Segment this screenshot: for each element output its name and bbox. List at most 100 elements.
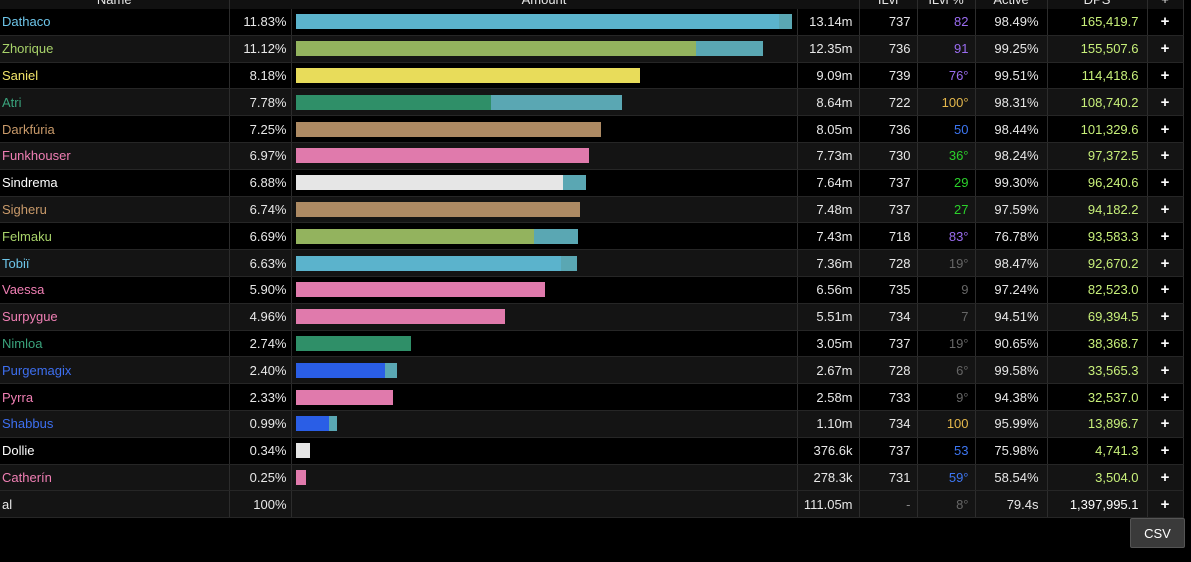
damage-bar-pet-segment — [384, 362, 397, 378]
dps-value: 94,182.2 — [1047, 196, 1148, 224]
table-row[interactable]: Saniel 8.18% 9.09m 739 76° 99.51% 114,418.6 + — [0, 62, 1184, 90]
expand-plus-icon[interactable]: + — [1147, 9, 1184, 36]
player-name[interactable]: Dathaco — [0, 9, 230, 36]
player-name[interactable]: Shabbus — [0, 410, 230, 438]
plus-header[interactable]: + — [1147, 0, 1184, 9]
dps-header[interactable]: DPS — [1047, 0, 1148, 9]
expand-plus-icon[interactable]: + — [1147, 249, 1184, 277]
table-row[interactable]: Atri 7.78% 8.64m 722 100° 98.31% 108,740.2 + — [0, 88, 1184, 117]
ilvl-pct-header[interactable]: ILvl % — [917, 0, 976, 9]
expand-plus-icon[interactable]: + — [1147, 169, 1184, 197]
table-row[interactable]: Shabbus 0.99% 1.10m 734 100 95.99% 13,896.7 + — [0, 410, 1184, 438]
table-row[interactable]: Surpygue 4.96% 5.51m 734 7 94.51% 69,394.5 + — [0, 303, 1184, 331]
dps-value: 96,240.6 — [1047, 169, 1148, 197]
table-row[interactable]: Sindrema 6.88% 7.64m 737 29 99.30% 96,240.6 + — [0, 169, 1184, 197]
damage-amount: 12.35m — [797, 35, 860, 63]
expand-plus-icon[interactable]: + — [1147, 330, 1184, 358]
expand-plus-icon[interactable]: + — [1147, 62, 1184, 90]
table-row[interactable]: Vaessa 5.90% 6.56m 735 9 97.24% 82,523.0 + — [0, 276, 1184, 304]
expand-plus-icon[interactable]: + — [1147, 490, 1184, 519]
player-name[interactable]: Funkhouser — [0, 142, 230, 170]
ilvl-header[interactable]: ILvl — [859, 0, 918, 9]
table-row[interactable]: Felmaku 6.69% 7.43m 718 83° 76.78% 93,583.3 + — [0, 222, 1184, 251]
damage-amount: 278.3k — [797, 464, 860, 492]
player-name[interactable]: Sigheru — [0, 196, 230, 224]
player-name[interactable]: Purgemagix — [0, 356, 230, 385]
damage-bar-cell — [291, 142, 798, 170]
table-row[interactable]: Purgemagix 2.40% 2.67m 728 6° 99.58% 33,565.3 + — [0, 356, 1184, 385]
item-level-percentile: 50 — [917, 115, 976, 143]
expand-plus-icon[interactable]: + — [1147, 115, 1184, 143]
expand-plus-icon[interactable]: + — [1147, 437, 1184, 465]
active-percent: 90.65% — [975, 330, 1048, 358]
expand-plus-icon[interactable]: + — [1147, 383, 1184, 411]
player-name[interactable]: Pyrra — [0, 383, 230, 411]
damage-percent: 2.74% — [229, 330, 292, 358]
active-percent: 95.99% — [975, 410, 1048, 438]
active-header[interactable]: Active — [975, 0, 1048, 9]
expand-plus-icon[interactable]: + — [1147, 35, 1184, 63]
amount-header[interactable]: Amount — [229, 0, 860, 9]
table-row[interactable]: Funkhouser 6.97% 7.73m 730 36° 98.24% 97,372.5… — [0, 142, 1184, 170]
damage-bar-cell — [291, 222, 798, 251]
expand-plus-icon[interactable]: + — [1147, 88, 1184, 117]
damage-bar-cell — [291, 410, 798, 438]
name-header[interactable]: Name — [0, 0, 230, 9]
table-body: Dathaco 11.83% 13.14m 737 82 98.49% 165,419.7 +… — [0, 9, 1184, 519]
expand-plus-icon[interactable]: + — [1147, 276, 1184, 304]
player-name[interactable]: Saniel — [0, 62, 230, 90]
table-row[interactable]: Tobiï 6.63% 7.36m 728 19° 98.47% 92,670.2 + — [0, 249, 1184, 277]
total-percent: 100% — [229, 490, 292, 519]
item-level: 722 — [859, 88, 918, 117]
damage-bar-segment — [295, 389, 394, 405]
player-name[interactable]: Nimloa — [0, 330, 230, 358]
damage-percent: 6.63% — [229, 249, 292, 277]
item-level: 739 — [859, 62, 918, 90]
damage-bar-cell — [291, 35, 798, 63]
total-label: al — [0, 490, 230, 519]
total-amount: 111.05m — [797, 490, 860, 519]
item-level: 728 — [859, 249, 918, 277]
item-level-percentile: 83° — [917, 222, 976, 251]
player-name[interactable]: Surpygue — [0, 303, 230, 331]
player-name[interactable]: Vaessa — [0, 276, 230, 304]
expand-plus-icon[interactable]: + — [1147, 464, 1184, 492]
dps-value: 69,394.5 — [1047, 303, 1148, 331]
player-name[interactable]: Zhorique — [0, 35, 230, 63]
table-row[interactable]: Catherín 0.25% 278.3k 731 59° 58.54% 3,504.0 + — [0, 464, 1184, 492]
item-level: 737 — [859, 196, 918, 224]
table-row[interactable]: Nimloa 2.74% 3.05m 737 19° 90.65% 38,368.7 + — [0, 330, 1184, 358]
damage-bar-cell — [291, 88, 798, 117]
expand-plus-icon[interactable]: + — [1147, 303, 1184, 331]
item-level-percentile: 76° — [917, 62, 976, 90]
player-name[interactable]: Catherín — [0, 464, 230, 492]
table-row[interactable]: Dollie 0.34% 376.6k 737 53 75.98% 4,741.3 + — [0, 437, 1184, 465]
total-dps: 1,397,995.1 — [1047, 490, 1148, 519]
item-level-percentile: 7 — [917, 303, 976, 331]
expand-plus-icon[interactable]: + — [1147, 196, 1184, 224]
expand-plus-icon[interactable]: + — [1147, 222, 1184, 251]
csv-export-button[interactable]: CSV — [1130, 518, 1185, 548]
player-name[interactable]: Darkfúria — [0, 115, 230, 143]
player-name[interactable]: Dollie — [0, 437, 230, 465]
item-level-percentile: 9° — [917, 383, 976, 411]
table-row[interactable]: Darkfúria 7.25% 8.05m 736 50 98.44% 101,329.6 + — [0, 115, 1184, 143]
total-active: 79.4s — [975, 490, 1048, 519]
player-name[interactable]: Sindrema — [0, 169, 230, 197]
expand-plus-icon[interactable]: + — [1147, 142, 1184, 170]
player-name[interactable]: Tobiï — [0, 249, 230, 277]
item-level: 737 — [859, 330, 918, 358]
item-level-percentile: 53 — [917, 437, 976, 465]
table-row[interactable]: Zhorique 11.12% 12.35m 736 91 99.25% 155,507.6… — [0, 35, 1184, 63]
table-row[interactable]: Dathaco 11.83% 13.14m 737 82 98.49% 165,419.7 + — [0, 9, 1184, 36]
damage-bar-pet-segment — [490, 94, 623, 110]
active-percent: 97.59% — [975, 196, 1048, 224]
expand-plus-icon[interactable]: + — [1147, 410, 1184, 438]
player-name[interactable]: Felmaku — [0, 222, 230, 251]
player-name[interactable]: Atri — [0, 88, 230, 117]
damage-bar — [295, 389, 793, 405]
table-row[interactable]: Pyrra 2.33% 2.58m 733 9° 94.38% 32,537.0 + — [0, 383, 1184, 411]
table-row[interactable]: Sigheru 6.74% 7.48m 737 27 97.59% 94,182.2 + — [0, 196, 1184, 224]
damage-percent: 7.78% — [229, 88, 292, 117]
expand-plus-icon[interactable]: + — [1147, 356, 1184, 385]
